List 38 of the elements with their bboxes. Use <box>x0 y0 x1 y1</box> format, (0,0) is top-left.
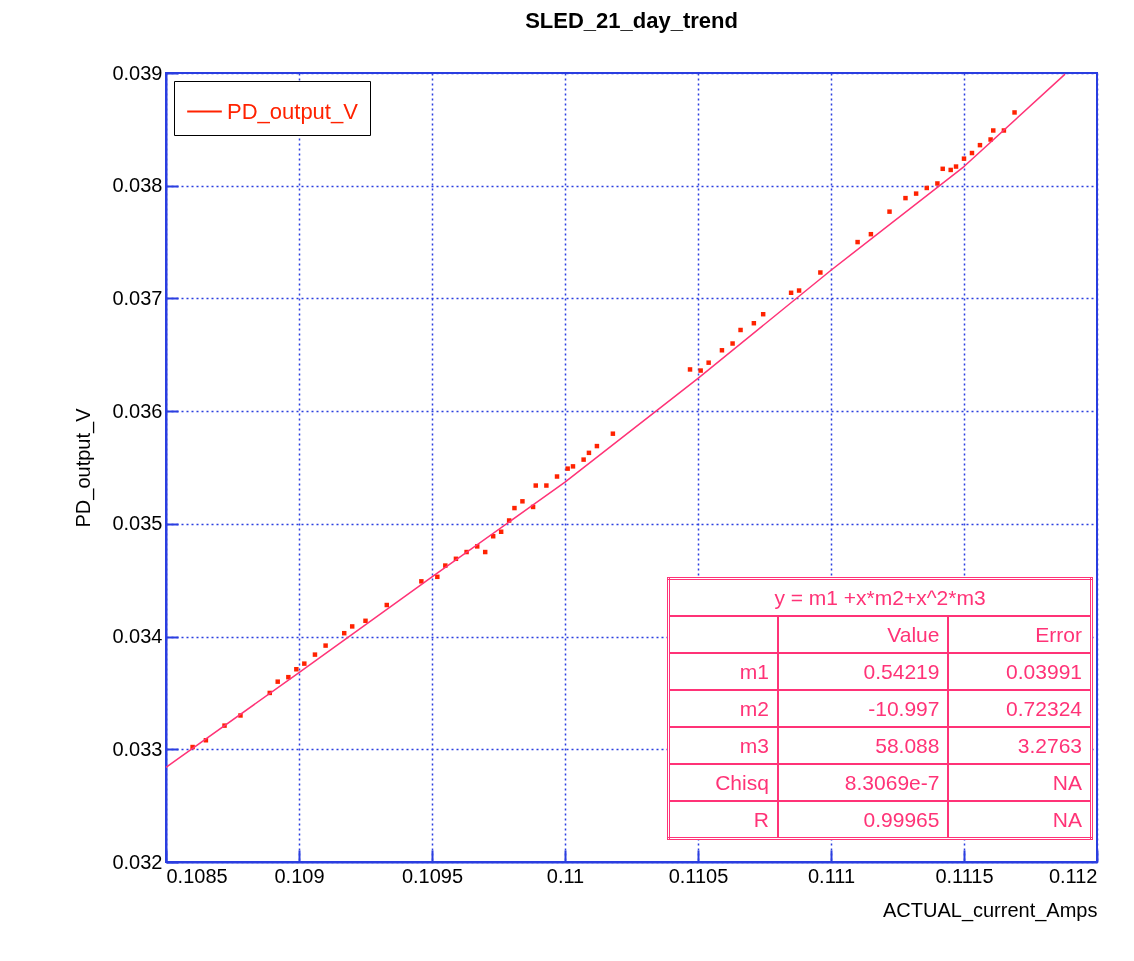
annotation: 0.72324 <box>948 690 1092 727</box>
annotation: 58.088 <box>777 727 949 764</box>
y-tick-label: 0.038 <box>112 174 163 197</box>
annotation: 0.54219 <box>777 653 949 690</box>
x-tick-label: 0.112 <box>1048 864 1098 887</box>
y-tick-label: 0.039 <box>112 61 163 84</box>
x-tick-label: 0.1085 <box>166 864 228 887</box>
annotation: -10.997 <box>777 690 949 727</box>
annotation: R <box>668 801 778 839</box>
annotation: Value <box>777 616 949 653</box>
x-tick-label: 0.109 <box>274 864 325 887</box>
y-tick-label: 0.034 <box>112 625 163 648</box>
y-axis-title: PD_output_V <box>72 407 96 528</box>
annotation: m3 <box>668 727 778 764</box>
y-tick-label: 0.037 <box>112 286 163 309</box>
x-tick-label: 0.11 <box>546 864 585 887</box>
annotation: 3.2763 <box>948 727 1092 764</box>
legend-label: PD_output_V <box>227 98 359 124</box>
y-tick-label: 0.032 <box>112 850 163 873</box>
annotation: NA <box>948 801 1092 839</box>
chart-title: SLED_21_day_trend <box>525 8 738 33</box>
x-tick-label: 0.1115 <box>935 864 994 887</box>
x-axis-title: ACTUAL_current_Amps <box>882 898 1098 922</box>
annotation: 0.03991 <box>948 653 1092 690</box>
annotation: y = m1 +x*m2+x^2*m3 <box>668 578 1092 616</box>
y-tick-label: 0.035 <box>112 512 163 535</box>
x-tick-label: 0.1105 <box>668 864 729 887</box>
annotation: m1 <box>668 653 778 690</box>
y-tick-label: 0.036 <box>112 399 163 422</box>
annotation: m2 <box>668 690 778 727</box>
annotation: NA <box>948 764 1092 801</box>
x-tick-label: 0.111 <box>807 864 856 887</box>
annotation: Chisq <box>668 764 778 801</box>
annotation: 8.3069e-7 <box>777 764 949 801</box>
annotation: Error <box>948 616 1092 653</box>
x-tick-label: 0.1095 <box>401 864 464 887</box>
annotation: 0.99965 <box>777 801 949 839</box>
y-tick-label: 0.033 <box>112 737 163 760</box>
